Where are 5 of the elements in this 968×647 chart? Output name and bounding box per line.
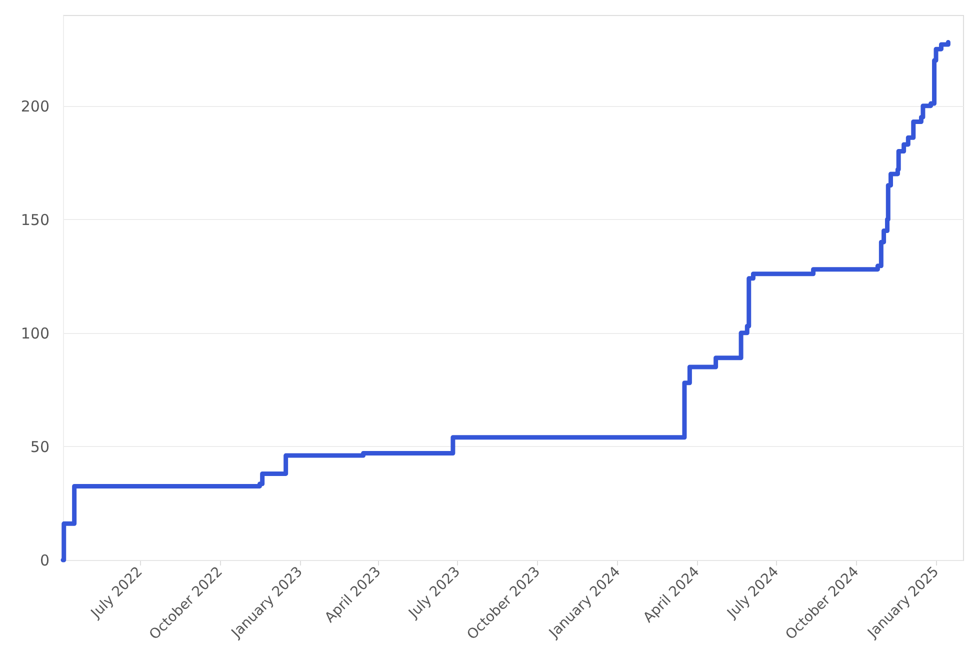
- y-tick-label: 0: [40, 552, 50, 570]
- y-tick-label: 150: [20, 210, 50, 229]
- y-tick-label: 200: [20, 97, 50, 116]
- y-tick-label: 50: [30, 438, 50, 456]
- y-tick-label: 100: [20, 324, 50, 342]
